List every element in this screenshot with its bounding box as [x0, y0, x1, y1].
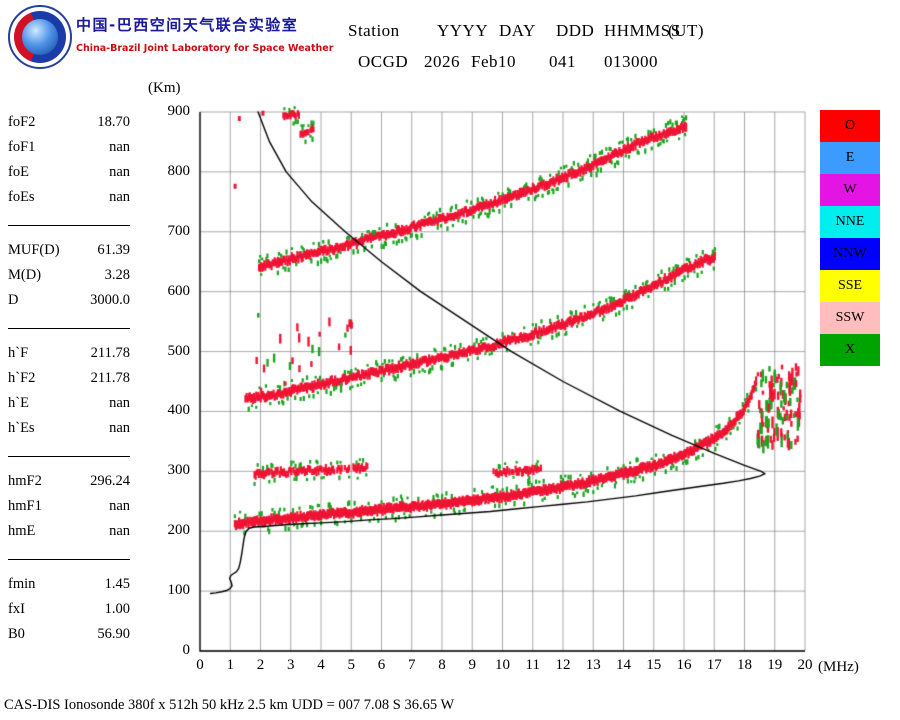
status-footer: CAS-DIS Ionosonde 380f x 512h 50 kHz 2.5…: [4, 697, 455, 713]
x-axis-unit-label: (MHz): [818, 659, 859, 675]
parameter-label: h`E: [8, 395, 29, 411]
parameter-row: foF2 18.70: [8, 110, 130, 135]
parameter-value: 296.24: [90, 473, 130, 489]
parameter-label: D: [8, 292, 19, 308]
parameter-row: h`F2 211.78: [8, 366, 130, 391]
parameter-label: MUF(D): [8, 242, 60, 258]
parameter-row: fmin 1.45: [8, 572, 130, 597]
parameter-row: D 3000.0: [8, 288, 130, 313]
legend-item-nne: NNE: [820, 206, 880, 238]
parameter-row: fxI 1.00: [8, 597, 130, 622]
parameter-label: foF2: [8, 114, 36, 130]
parameter-group: hmF2 296.24 hmF1 nan hmE nan: [8, 457, 130, 560]
parameter-row: hmF1 nan: [8, 494, 130, 519]
lab-title-zh: 中国-巴西空间天气联合实验室: [76, 16, 299, 34]
parameter-label: fmin: [8, 576, 36, 592]
y-axis-unit-label: (Km): [148, 80, 181, 96]
parameter-value: 1.45: [104, 576, 130, 592]
lab-title-en: China-Brazil Joint Laboratory for Space …: [76, 43, 334, 54]
parameter-label: hmE: [8, 523, 36, 539]
parameter-value: 3.28: [104, 267, 130, 283]
parameter-row: foF1 nan: [8, 135, 130, 160]
parameter-label: B0: [8, 626, 25, 642]
parameter-value: nan: [109, 395, 130, 411]
parameter-row: foEs nan: [8, 185, 130, 210]
parameter-group: MUF(D) 61.39 M(D) 3.28 D 3000.0: [8, 226, 130, 329]
legend-item-x: X: [820, 334, 880, 366]
parameter-label: h`F2: [8, 370, 36, 386]
parameter-label: hmF1: [8, 498, 42, 514]
parameter-group: fmin 1.45 fxI 1.00 B0 56.90: [8, 560, 130, 662]
parameter-group: h`F 211.78 h`F2 211.78 h`E nan h`Es nan: [8, 329, 130, 457]
parameter-label: foE: [8, 164, 29, 180]
parameter-label: M(D): [8, 267, 42, 283]
parameter-value: 211.78: [90, 345, 130, 361]
parameter-value: nan: [109, 139, 130, 155]
parameter-row: h`Es nan: [8, 416, 130, 441]
echo-type-legend: O E W NNE NNW SSE SSW X: [820, 110, 880, 366]
parameter-group: foF2 18.70 foF1 nan foE nan foEs nan: [8, 100, 130, 226]
parameter-row: M(D) 3.28: [8, 263, 130, 288]
parameter-value: 211.78: [90, 370, 130, 386]
parameter-value: 61.39: [97, 242, 130, 258]
parameter-value: 3000.0: [90, 292, 130, 308]
parameter-value: 18.70: [97, 114, 130, 130]
legend-item-nnw: NNW: [820, 238, 880, 270]
legend-item-w: W: [820, 174, 880, 206]
parameter-row: hmF2 296.24: [8, 469, 130, 494]
parameter-label: fxI: [8, 601, 25, 617]
parameter-label: foF1: [8, 139, 36, 155]
parameter-value: nan: [109, 189, 130, 205]
legend-item-ssw: SSW: [820, 302, 880, 334]
parameter-value: nan: [109, 498, 130, 514]
parameter-value: nan: [109, 523, 130, 539]
parameter-label: h`F: [8, 345, 29, 361]
parameter-row: h`E nan: [8, 391, 130, 416]
lab-logo-globe: [22, 19, 58, 55]
parameter-row: MUF(D) 61.39: [8, 238, 130, 263]
legend-item-o: O: [820, 110, 880, 142]
parameter-value: nan: [109, 164, 130, 180]
parameter-row: h`F 211.78: [8, 341, 130, 366]
legend-item-sse: SSE: [820, 270, 880, 302]
parameter-row: foE nan: [8, 160, 130, 185]
parameter-label: hmF2: [8, 473, 42, 489]
parameter-label: foEs: [8, 189, 35, 205]
lab-logo: [8, 5, 72, 69]
parameter-panel: foF2 18.70 foF1 nan foE nan foEs nan MUF(D) 61.39…: [8, 100, 130, 662]
parameter-label: h`Es: [8, 420, 35, 436]
legend-item-e: E: [820, 142, 880, 174]
parameter-value: 56.90: [97, 626, 130, 642]
parameter-row: hmE nan: [8, 519, 130, 544]
parameter-row: B0 56.90: [8, 622, 130, 647]
lab-title-block: 中国-巴西空间天气联合实验室 China-Brazil Joint Labora…: [76, 14, 333, 54]
parameter-value: 1.00: [104, 601, 130, 617]
parameter-value: nan: [109, 420, 130, 436]
